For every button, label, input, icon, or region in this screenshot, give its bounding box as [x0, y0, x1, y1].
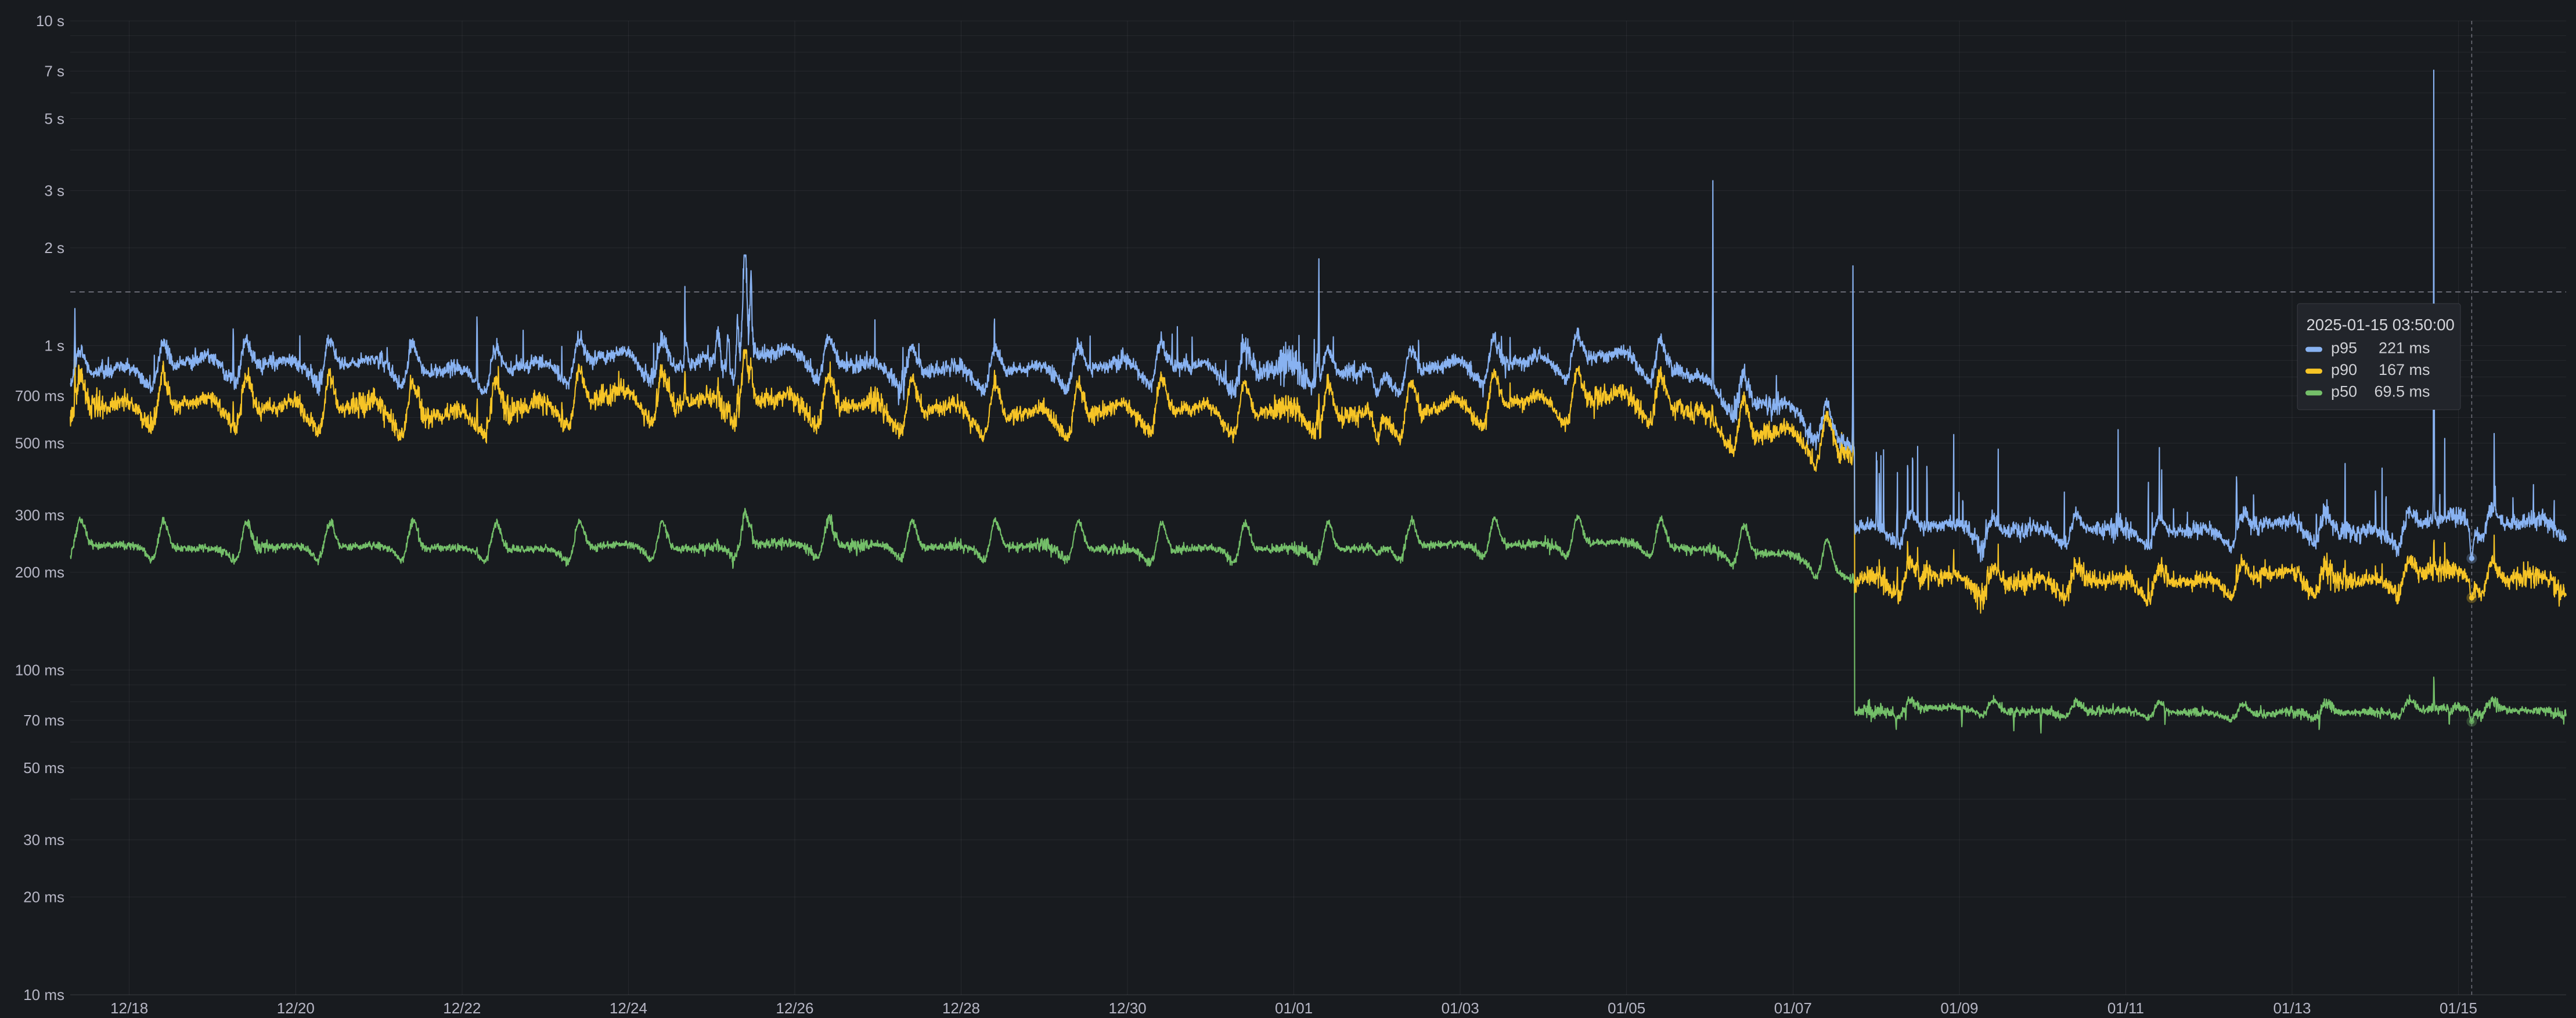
svg-text:2025-01-15 03:50:00: 2025-01-15 03:50:00 [2307, 316, 2455, 334]
svg-text:5 s: 5 s [44, 110, 64, 127]
svg-text:01/01: 01/01 [1275, 999, 1313, 1017]
svg-text:01/03: 01/03 [1442, 999, 1479, 1017]
svg-text:100 ms: 100 ms [15, 662, 64, 679]
svg-text:12/20: 12/20 [277, 999, 315, 1017]
svg-text:7 s: 7 s [44, 63, 64, 80]
svg-text:01/15: 01/15 [2440, 999, 2477, 1017]
svg-text:69.5 ms: 69.5 ms [2374, 383, 2430, 400]
svg-text:1 s: 1 s [44, 337, 64, 354]
svg-text:10 ms: 10 ms [23, 986, 64, 1003]
svg-text:200 ms: 200 ms [15, 564, 64, 581]
svg-text:12/18: 12/18 [110, 999, 148, 1017]
svg-text:01/09: 01/09 [1940, 999, 1978, 1017]
svg-text:01/13: 01/13 [2273, 999, 2311, 1017]
svg-text:500 ms: 500 ms [15, 435, 64, 452]
svg-text:12/30: 12/30 [1109, 999, 1147, 1017]
svg-text:221 ms: 221 ms [2379, 340, 2430, 357]
svg-text:12/26: 12/26 [776, 999, 813, 1017]
svg-text:p90: p90 [2331, 361, 2357, 378]
svg-text:70 ms: 70 ms [23, 712, 64, 729]
svg-text:3 s: 3 s [44, 182, 64, 199]
svg-text:p50: p50 [2331, 383, 2357, 400]
svg-text:12/28: 12/28 [942, 999, 980, 1017]
svg-text:20 ms: 20 ms [23, 889, 64, 906]
svg-text:50 ms: 50 ms [23, 759, 64, 777]
svg-text:10 s: 10 s [36, 12, 64, 30]
svg-text:300 ms: 300 ms [15, 507, 64, 524]
svg-text:12/22: 12/22 [443, 999, 481, 1017]
svg-text:167 ms: 167 ms [2379, 361, 2430, 378]
svg-text:01/05: 01/05 [1608, 999, 1645, 1017]
svg-text:30 ms: 30 ms [23, 831, 64, 849]
svg-text:2 s: 2 s [44, 239, 64, 257]
svg-text:01/11: 01/11 [2107, 999, 2144, 1017]
svg-text:p95: p95 [2331, 340, 2357, 357]
svg-text:01/07: 01/07 [1774, 999, 1812, 1017]
svg-text:12/24: 12/24 [610, 999, 647, 1017]
svg-text:700 ms: 700 ms [15, 387, 64, 405]
